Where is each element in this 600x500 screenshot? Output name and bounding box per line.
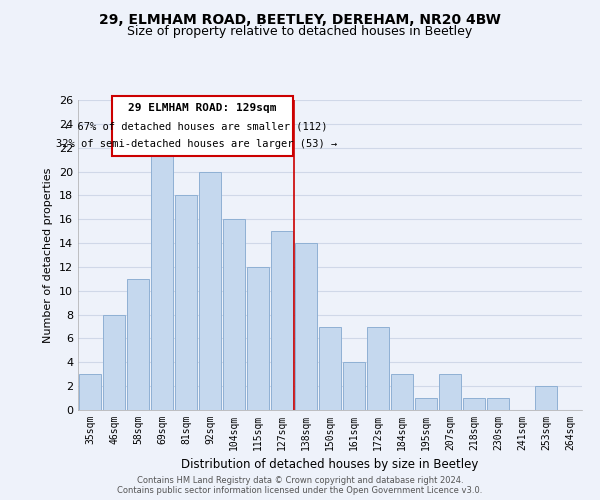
Y-axis label: Number of detached properties: Number of detached properties bbox=[43, 168, 53, 342]
Bar bbox=[343, 362, 365, 410]
Bar bbox=[103, 314, 125, 410]
Bar bbox=[367, 326, 389, 410]
Text: Size of property relative to detached houses in Beetley: Size of property relative to detached ho… bbox=[127, 25, 473, 38]
Bar bbox=[79, 374, 101, 410]
Bar bbox=[247, 267, 269, 410]
Bar bbox=[199, 172, 221, 410]
Bar bbox=[439, 374, 461, 410]
Bar bbox=[151, 148, 173, 410]
Bar bbox=[223, 219, 245, 410]
Text: 29, ELMHAM ROAD, BEETLEY, DEREHAM, NR20 4BW: 29, ELMHAM ROAD, BEETLEY, DEREHAM, NR20 … bbox=[99, 12, 501, 26]
Bar bbox=[391, 374, 413, 410]
Bar bbox=[271, 231, 293, 410]
Text: Contains HM Land Registry data © Crown copyright and database right 2024.: Contains HM Land Registry data © Crown c… bbox=[137, 476, 463, 485]
Text: 32% of semi-detached houses are larger (53) →: 32% of semi-detached houses are larger (… bbox=[56, 139, 337, 149]
Bar bbox=[535, 386, 557, 410]
Bar bbox=[463, 398, 485, 410]
Bar bbox=[127, 279, 149, 410]
Bar bbox=[415, 398, 437, 410]
X-axis label: Distribution of detached houses by size in Beetley: Distribution of detached houses by size … bbox=[181, 458, 479, 471]
Bar bbox=[319, 326, 341, 410]
Text: ← 67% of detached houses are smaller (112): ← 67% of detached houses are smaller (11… bbox=[65, 121, 328, 131]
Text: Contains public sector information licensed under the Open Government Licence v3: Contains public sector information licen… bbox=[118, 486, 482, 495]
Text: 29 ELMHAM ROAD: 129sqm: 29 ELMHAM ROAD: 129sqm bbox=[128, 104, 277, 114]
Bar bbox=[487, 398, 509, 410]
Bar bbox=[175, 196, 197, 410]
Bar bbox=[295, 243, 317, 410]
